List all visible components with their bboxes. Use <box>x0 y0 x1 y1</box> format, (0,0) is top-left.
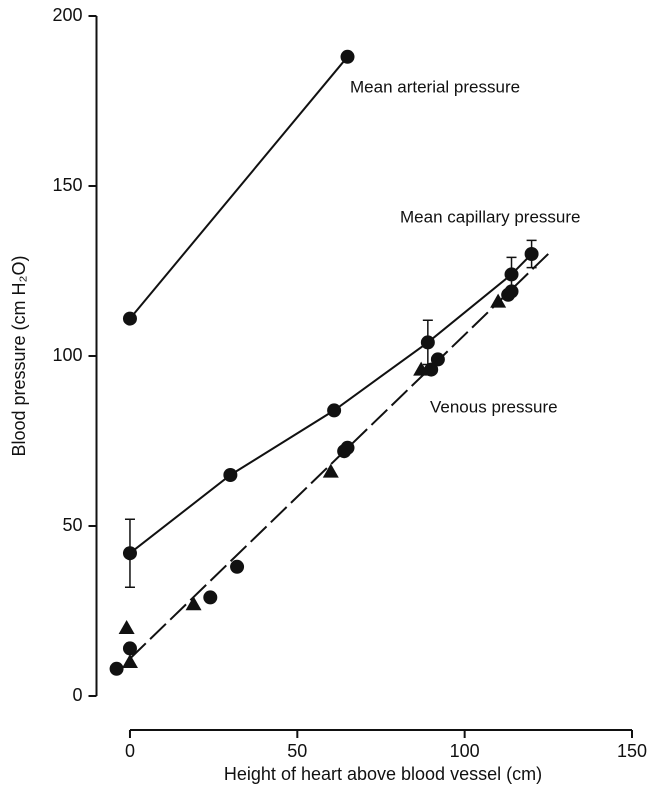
point <box>340 49 355 64</box>
y-tick-label: 0 <box>72 685 82 705</box>
point <box>490 293 507 308</box>
point <box>223 468 238 482</box>
point <box>185 596 202 611</box>
x-tick-label: 50 <box>287 741 307 761</box>
point <box>122 311 137 326</box>
y-tick-label: 150 <box>52 175 82 195</box>
annotation: Mean capillary pressure <box>400 207 580 226</box>
x-axis-label: Height of heart above blood vessel (cm) <box>224 764 542 784</box>
x-tick-label: 0 <box>125 741 135 761</box>
x-tick-label: 150 <box>617 741 647 761</box>
y-tick-label: 50 <box>62 515 82 535</box>
point <box>504 267 519 282</box>
point <box>327 403 342 418</box>
point <box>122 546 137 561</box>
series-line <box>129 249 553 660</box>
annotation: Mean arterial pressure <box>350 77 520 96</box>
point <box>118 620 135 634</box>
annotation: Venous pressure <box>430 397 558 416</box>
point <box>109 661 124 676</box>
point <box>122 641 137 656</box>
x-tick-label: 100 <box>450 741 480 761</box>
series-line <box>129 56 349 320</box>
point <box>121 654 138 668</box>
point <box>420 335 435 350</box>
point <box>322 463 339 478</box>
y-tick-label: 100 <box>52 345 82 365</box>
point <box>524 247 539 261</box>
point <box>504 284 519 299</box>
point <box>203 590 218 605</box>
y-axis-label: Blood pressure (cm H₂O) <box>9 255 29 456</box>
point <box>230 559 245 574</box>
y-tick-label: 200 <box>52 5 82 25</box>
